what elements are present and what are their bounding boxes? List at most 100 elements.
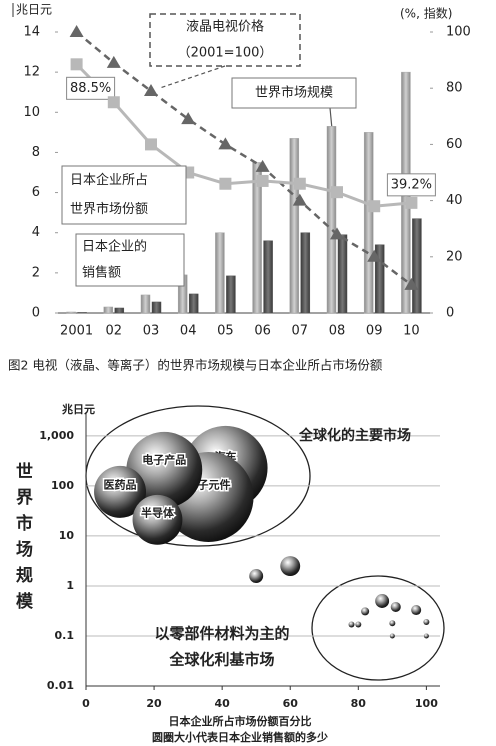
size-note: 圆圈大小代表日本企业销售额的多少	[152, 730, 328, 744]
y-tick-label: 12	[23, 65, 40, 80]
bar	[363, 132, 374, 314]
annotation: 全球化的主要市场	[298, 427, 411, 444]
bubble	[361, 607, 370, 616]
niche-market-ring	[311, 575, 445, 681]
triangle-marker	[255, 159, 270, 172]
legend-label: 销售额	[82, 265, 121, 281]
bubble	[355, 621, 362, 628]
bubble	[132, 494, 183, 545]
legend-label: 日本企业所占	[70, 172, 148, 188]
bar	[374, 244, 385, 314]
bar	[337, 234, 348, 314]
x-tick-label: 07	[292, 324, 309, 339]
x-tick-label: 06	[254, 324, 271, 339]
triangle-marker	[218, 137, 233, 150]
triangle-marker	[106, 55, 121, 68]
square-marker	[70, 58, 83, 71]
y2-tick-label: 20	[446, 249, 463, 264]
triangle-marker	[367, 249, 382, 262]
bubble	[94, 465, 147, 518]
y2-tick-label: 100	[446, 25, 471, 40]
annotation: 以零部件材料为主的	[154, 625, 289, 643]
bar	[300, 232, 311, 314]
x-tick-label: 04	[180, 324, 197, 339]
legend-label: 世界市场份额	[70, 201, 148, 217]
square-marker	[107, 96, 120, 109]
series-line	[75, 31, 413, 286]
y-axis-unit: 兆日元	[16, 3, 52, 17]
x-tick-label: 100	[415, 697, 438, 710]
series-line	[75, 63, 412, 208]
y2-axis-unit: (%, 指数)	[400, 6, 452, 21]
bubble	[375, 594, 390, 608]
x-tick-label: 40	[214, 697, 230, 710]
bubble-label: 电子产品	[142, 452, 186, 466]
square-marker	[256, 174, 269, 187]
y-axis-title: 世界市场规模	[12, 462, 33, 618]
bubble	[411, 605, 422, 616]
y-tick-label: 2	[32, 265, 40, 280]
x-tick-label: 2001	[60, 324, 93, 339]
bar	[326, 126, 337, 314]
y-tick-label: 0.1	[55, 629, 75, 642]
x-tick-label: 0	[82, 697, 90, 710]
bar	[140, 294, 151, 314]
bubble-label: 医药品	[104, 477, 137, 491]
bar	[114, 307, 125, 314]
x-tick-label: 08	[329, 324, 346, 339]
x-tick-label: 20	[146, 697, 162, 710]
triangle-marker	[69, 25, 84, 37]
y2-tick-label: 40	[446, 193, 463, 208]
bubble-label: 半导体	[141, 506, 175, 520]
y-tick-label: 10	[23, 105, 40, 120]
y2-tick-label: 80	[446, 81, 463, 96]
bar	[151, 301, 162, 314]
x-tick-label: 03	[143, 324, 160, 339]
legend-box	[61, 165, 187, 225]
legend-box	[75, 233, 185, 287]
x-axis-title: 日本企业所占市场份额百分比	[169, 714, 312, 728]
x-tick-label: 09	[366, 324, 383, 339]
y-tick-label: 0.01	[47, 679, 74, 692]
x-tick-label: 10	[403, 324, 420, 339]
square-marker	[405, 196, 418, 209]
y-tick-label: 4	[32, 225, 40, 240]
y-tick-label: 0	[32, 306, 40, 321]
x-tick-label: 80	[351, 697, 367, 710]
y-tick-label: 1	[66, 579, 74, 592]
y-tick-label: 6	[32, 185, 40, 200]
y-tick-label: 100	[51, 479, 74, 492]
y-unit: 兆日元	[62, 402, 95, 416]
y-tick-label: 1,000	[39, 429, 74, 442]
y2-tick-label: 0	[446, 306, 454, 321]
y2-tick-label: 60	[446, 137, 463, 152]
triangle-marker	[292, 193, 307, 206]
price-pointer	[159, 65, 226, 89]
square-marker	[368, 200, 381, 213]
bar	[252, 162, 262, 314]
bar	[226, 275, 236, 314]
bar	[263, 240, 273, 314]
bar	[77, 312, 87, 314]
triangle-marker	[404, 277, 419, 290]
bar	[289, 138, 300, 314]
x-tick-label: 05	[217, 324, 234, 339]
bar	[188, 293, 199, 314]
bar	[215, 232, 225, 314]
annotation: 全球化利基市场	[168, 651, 274, 669]
bubble	[389, 620, 396, 627]
y-tick-label: 8	[32, 145, 40, 160]
bubble	[348, 621, 355, 628]
legend-label: （2001=100）	[178, 46, 273, 61]
triangle-marker	[330, 227, 344, 240]
bubble	[423, 633, 429, 639]
legend-label: 日本企业的	[82, 239, 147, 255]
bubble	[423, 619, 430, 626]
x-tick-label: 60	[283, 697, 299, 710]
square-marker	[331, 186, 343, 199]
legend-label: 世界市场规模	[255, 85, 333, 101]
y-tick-label: 14	[23, 25, 40, 40]
value-label-box	[386, 173, 436, 197]
